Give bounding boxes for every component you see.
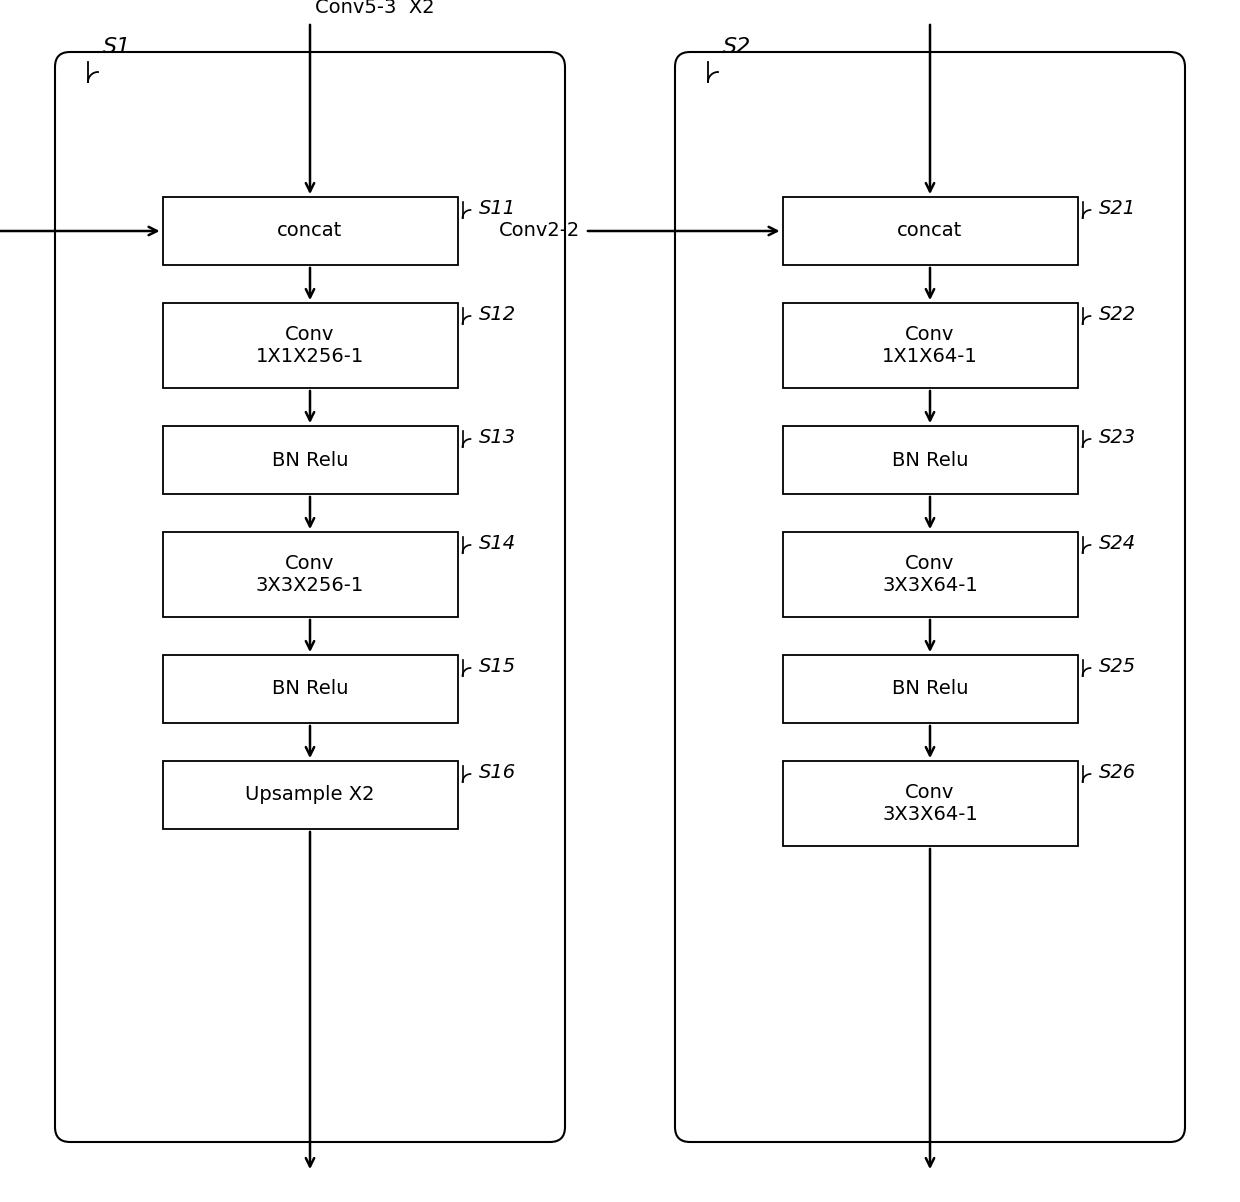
Text: BN Relu: BN Relu: [272, 679, 348, 698]
Bar: [782, 761, 1078, 846]
Text: BN Relu: BN Relu: [892, 679, 968, 698]
Text: concat: concat: [278, 221, 342, 240]
Text: Conv5-3  X2: Conv5-3 X2: [315, 0, 435, 17]
Text: S12: S12: [479, 305, 516, 325]
Text: S16: S16: [479, 763, 516, 783]
Text: Upsample X2: Upsample X2: [246, 785, 374, 804]
Text: S23: S23: [1099, 428, 1136, 447]
Bar: [162, 655, 458, 722]
Text: concat: concat: [898, 221, 962, 240]
Text: BN Relu: BN Relu: [892, 451, 968, 470]
Bar: [162, 761, 458, 829]
Text: S25: S25: [1099, 657, 1136, 676]
Bar: [162, 197, 458, 264]
Bar: [162, 532, 458, 617]
Bar: [782, 303, 1078, 388]
Text: BN Relu: BN Relu: [272, 451, 348, 470]
Text: Conv
1X1X256-1: Conv 1X1X256-1: [255, 325, 365, 365]
Bar: [782, 655, 1078, 722]
Text: S22: S22: [1099, 305, 1136, 325]
Text: S21: S21: [1099, 200, 1136, 218]
Text: S26: S26: [1099, 763, 1136, 783]
Text: S1: S1: [103, 37, 131, 56]
Text: S24: S24: [1099, 534, 1136, 553]
Text: Conv
3X3X64-1: Conv 3X3X64-1: [882, 554, 978, 595]
Text: S11: S11: [479, 200, 516, 218]
Text: S2: S2: [723, 37, 751, 56]
Text: S15: S15: [479, 657, 516, 676]
Text: Conv
1X1X64-1: Conv 1X1X64-1: [882, 325, 978, 365]
Bar: [782, 426, 1078, 494]
Bar: [782, 197, 1078, 264]
Text: Conv
3X3X64-1: Conv 3X3X64-1: [882, 783, 978, 825]
Bar: [782, 532, 1078, 617]
Text: S13: S13: [479, 428, 516, 447]
Text: Conv2-2: Conv2-2: [498, 221, 580, 240]
Text: Conv
3X3X256-1: Conv 3X3X256-1: [255, 554, 365, 595]
Bar: [162, 303, 458, 388]
Bar: [162, 426, 458, 494]
Text: S14: S14: [479, 534, 516, 553]
